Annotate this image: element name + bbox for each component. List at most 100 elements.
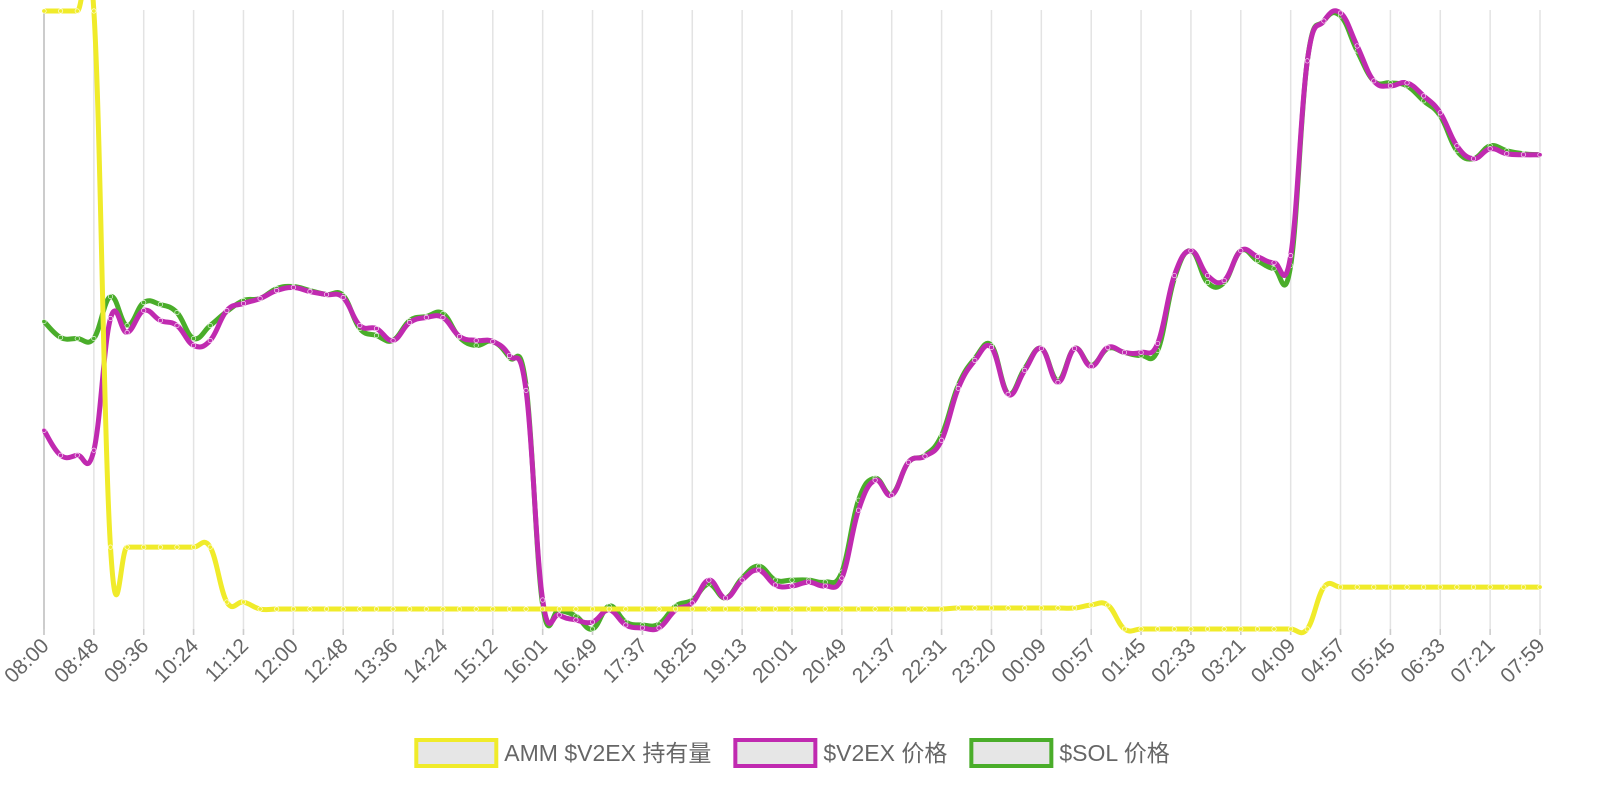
x-tick-label: 20:01 bbox=[748, 634, 801, 687]
data-point bbox=[1404, 584, 1410, 590]
data-point bbox=[939, 437, 945, 443]
data-point bbox=[207, 337, 213, 343]
data-point bbox=[573, 606, 579, 612]
data-point bbox=[1138, 626, 1144, 632]
data-point bbox=[58, 8, 64, 14]
data-point bbox=[789, 606, 795, 612]
data-point bbox=[1088, 363, 1094, 369]
data-point bbox=[822, 606, 828, 612]
data-point bbox=[74, 335, 80, 341]
data-point bbox=[141, 544, 147, 550]
data-point bbox=[290, 606, 296, 612]
data-point bbox=[290, 285, 296, 291]
data-point bbox=[1487, 146, 1493, 152]
data-point bbox=[905, 606, 911, 612]
data-point bbox=[1155, 626, 1161, 632]
data-point bbox=[1271, 266, 1277, 272]
data-point bbox=[41, 8, 47, 14]
x-tick-label: 08:48 bbox=[50, 634, 103, 687]
data-point bbox=[639, 625, 645, 631]
x-tick-label: 15:12 bbox=[449, 634, 502, 687]
data-point bbox=[1188, 626, 1194, 632]
x-tick-label: 01:45 bbox=[1097, 634, 1150, 687]
grid bbox=[43, 10, 1541, 635]
x-tick-label: 11:12 bbox=[201, 634, 253, 686]
data-point bbox=[107, 294, 113, 300]
data-point bbox=[1387, 83, 1393, 89]
data-point bbox=[1138, 349, 1144, 355]
data-point bbox=[473, 342, 479, 348]
x-tick-label: 17:37 bbox=[599, 634, 652, 687]
data-point bbox=[157, 317, 163, 323]
data-point bbox=[340, 606, 346, 612]
data-point bbox=[191, 335, 197, 341]
data-point bbox=[673, 606, 679, 612]
series-line bbox=[44, 0, 1540, 636]
data-point bbox=[1504, 151, 1510, 157]
data-point bbox=[839, 606, 845, 612]
data-point bbox=[922, 453, 928, 459]
data-point bbox=[373, 325, 379, 331]
data-point bbox=[141, 308, 147, 314]
data-point bbox=[573, 617, 579, 623]
data-point bbox=[157, 302, 163, 308]
data-point bbox=[1238, 248, 1244, 254]
data-point bbox=[107, 316, 113, 322]
x-tick-label: 07:21 bbox=[1446, 634, 1499, 687]
data-point bbox=[656, 606, 662, 612]
data-point bbox=[1520, 152, 1526, 158]
data-point bbox=[207, 544, 213, 550]
data-point bbox=[1471, 584, 1477, 590]
data-point bbox=[423, 606, 429, 612]
data-point bbox=[1038, 605, 1044, 611]
x-tick-label: 00:09 bbox=[997, 634, 1050, 687]
data-point bbox=[689, 600, 695, 606]
data-point bbox=[1155, 340, 1161, 346]
data-point bbox=[1121, 349, 1127, 355]
x-axis: 08:0008:4809:3610:2411:1212:0012:4813:36… bbox=[0, 634, 1549, 688]
data-point bbox=[1321, 18, 1327, 24]
legend-label: $SOL 价格 bbox=[1059, 740, 1169, 766]
x-tick-label: 13:36 bbox=[349, 634, 402, 687]
data-point bbox=[1221, 278, 1227, 284]
data-point bbox=[1304, 626, 1310, 632]
data-point bbox=[407, 319, 413, 325]
data-point bbox=[1105, 602, 1111, 608]
data-point bbox=[1454, 584, 1460, 590]
legend-item: $SOL 价格 bbox=[969, 738, 1170, 768]
x-tick-label: 20:49 bbox=[798, 634, 851, 687]
data-point bbox=[739, 606, 745, 612]
data-point bbox=[806, 579, 812, 585]
data-point bbox=[955, 605, 961, 611]
data-point bbox=[523, 387, 529, 393]
data-point bbox=[1205, 280, 1211, 286]
data-point bbox=[723, 606, 729, 612]
data-point bbox=[1005, 605, 1011, 611]
data-point bbox=[590, 606, 596, 612]
data-point bbox=[1072, 605, 1078, 611]
data-point bbox=[1371, 584, 1377, 590]
data-point bbox=[440, 606, 446, 612]
data-point bbox=[257, 606, 263, 612]
data-point bbox=[1072, 345, 1078, 351]
data-point bbox=[1338, 10, 1344, 16]
data-point bbox=[1205, 626, 1211, 632]
x-tick-label: 16:01 bbox=[499, 634, 552, 687]
data-point bbox=[490, 338, 496, 344]
data-point bbox=[822, 583, 828, 589]
data-point bbox=[1288, 626, 1294, 632]
legend-label: $V2EX 价格 bbox=[823, 740, 947, 766]
data-point bbox=[1354, 584, 1360, 590]
data-point bbox=[1421, 93, 1427, 99]
data-point bbox=[1437, 110, 1443, 116]
data-point bbox=[855, 507, 861, 513]
data-point bbox=[1005, 391, 1011, 397]
data-point bbox=[1404, 80, 1410, 86]
data-point bbox=[191, 342, 197, 348]
data-point bbox=[174, 322, 180, 328]
legend-item: AMM $V2EX 持有量 bbox=[414, 738, 711, 768]
x-tick-label: 12:00 bbox=[249, 634, 302, 687]
data-point bbox=[889, 492, 895, 498]
data-point bbox=[373, 332, 379, 338]
data-point bbox=[1105, 344, 1111, 350]
